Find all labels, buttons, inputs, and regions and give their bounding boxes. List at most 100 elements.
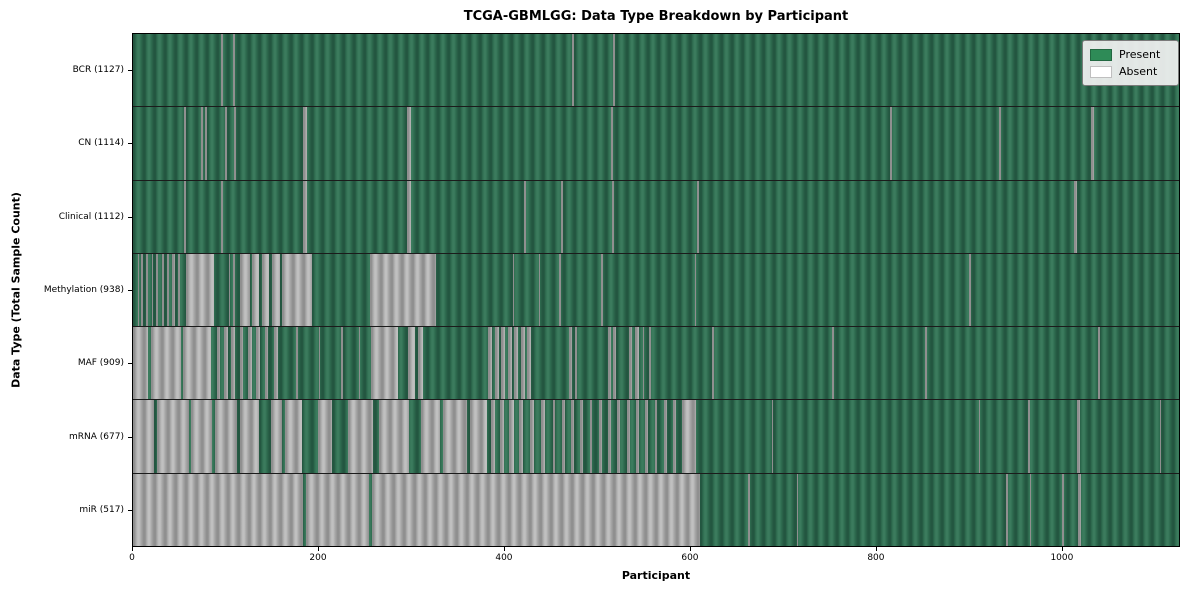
absent-segment: [137, 253, 140, 327]
absent-segment: [499, 400, 505, 473]
x-tick-label: 400: [495, 553, 513, 563]
absent-segment: [628, 327, 633, 400]
absent-segment: [612, 327, 616, 400]
absent-segment: [580, 400, 584, 473]
y-tick-mark: [128, 69, 132, 71]
absent-segment: [571, 400, 574, 473]
absent-segment: [748, 473, 751, 546]
absent-segment: [608, 327, 611, 400]
legend-item-present: Present: [1090, 46, 1171, 63]
x-tick-mark: [132, 547, 133, 551]
absent-segment: [157, 400, 189, 473]
absent-segment: [1029, 473, 1032, 546]
row-bcr: [133, 34, 1179, 108]
present-swatch: [1090, 48, 1112, 61]
absent-segment: [231, 327, 236, 400]
absent-segment: [654, 400, 658, 473]
absent-segment: [626, 400, 630, 473]
y-tick-mark: [128, 290, 132, 291]
y-tick-label: BCR (1127): [72, 64, 124, 75]
absent-segment: [239, 253, 250, 327]
absent-segment: [796, 473, 799, 546]
absent-segment: [221, 34, 224, 107]
plot-area: [132, 33, 1180, 547]
absent-segment: [642, 327, 645, 400]
y-tick-mark: [128, 436, 132, 438]
absent-segment: [156, 253, 159, 327]
absent-segment: [520, 327, 525, 400]
absent-segment: [682, 400, 697, 473]
absent-segment: [1159, 400, 1162, 473]
absent-segment: [969, 253, 972, 327]
absent-segment: [161, 253, 164, 327]
absent-segment: [406, 180, 412, 253]
absent-segment: [233, 34, 236, 107]
absent-segment: [184, 180, 186, 253]
y-tick-label: Methylation (938): [43, 285, 124, 295]
absent-segment: [559, 253, 561, 327]
absent-segment: [523, 180, 526, 253]
row-methylation: [133, 253, 1179, 328]
absent-segment: [1027, 400, 1030, 473]
x-tick-label: 600: [681, 553, 699, 563]
y-tick-label: CN (1114): [78, 138, 124, 149]
absent-segment: [281, 253, 313, 327]
absent-segment: [530, 400, 534, 473]
absent-segment: [205, 107, 208, 180]
absent-segment: [262, 253, 270, 327]
absent-segment: [302, 107, 308, 180]
legend: Present Absent: [1082, 40, 1179, 86]
legend-label-present: Present: [1119, 48, 1161, 61]
absent-swatch: [1090, 65, 1112, 78]
absent-segment: [572, 34, 574, 107]
absent-segment: [185, 253, 214, 327]
absent-segment: [494, 327, 499, 400]
absent-segment: [151, 253, 154, 327]
absent-segment: [318, 327, 321, 400]
absent-segment: [340, 327, 343, 400]
absent-segment: [348, 400, 374, 473]
absent-segment: [574, 327, 577, 400]
absent-segment: [488, 327, 493, 400]
absent-segment: [552, 400, 556, 473]
absent-segment: [612, 34, 615, 107]
y-tick-label: MAF (909): [77, 358, 124, 369]
absent-segment: [369, 253, 437, 327]
absent-segment: [469, 400, 487, 473]
x-tick-label: 0: [129, 553, 135, 563]
y-tick-mark: [128, 510, 132, 512]
absent-segment: [200, 107, 203, 180]
absent-segment: [271, 400, 283, 473]
absent-segment: [712, 327, 714, 400]
absent-segment: [317, 400, 332, 473]
row-clinical: [133, 180, 1179, 254]
absent-segment: [491, 400, 495, 473]
absent-segment: [150, 327, 182, 400]
absent-segment: [233, 253, 236, 327]
absent-segment: [224, 107, 227, 180]
absent-segment: [519, 400, 523, 473]
absent-segment: [924, 327, 927, 400]
absent-segment: [608, 400, 611, 473]
x-tick-mark: [1061, 547, 1063, 551]
row-maf: [133, 327, 1179, 401]
absent-segment: [1077, 473, 1081, 546]
absent-segment: [228, 253, 231, 327]
y-tick-label: miR (517): [79, 505, 124, 516]
absent-segment: [272, 253, 280, 327]
absent-segment: [1076, 400, 1080, 473]
y-tick-label: Clinical (1112): [58, 211, 124, 222]
absent-segment: [611, 180, 614, 253]
absent-segment: [527, 327, 532, 400]
absent-segment: [420, 400, 441, 473]
absent-segment: [407, 327, 416, 400]
absent-segment: [636, 400, 639, 473]
absent-segment: [1090, 107, 1094, 180]
absent-segment: [239, 327, 244, 400]
absent-segment: [538, 253, 541, 327]
absent-segment: [285, 400, 302, 473]
absent-segment: [501, 327, 506, 400]
chart-title: TCGA-GBMLGG: Data Type Breakdown by Part…: [463, 9, 849, 24]
absent-segment: [635, 327, 639, 400]
absent-segment: [998, 107, 1001, 180]
